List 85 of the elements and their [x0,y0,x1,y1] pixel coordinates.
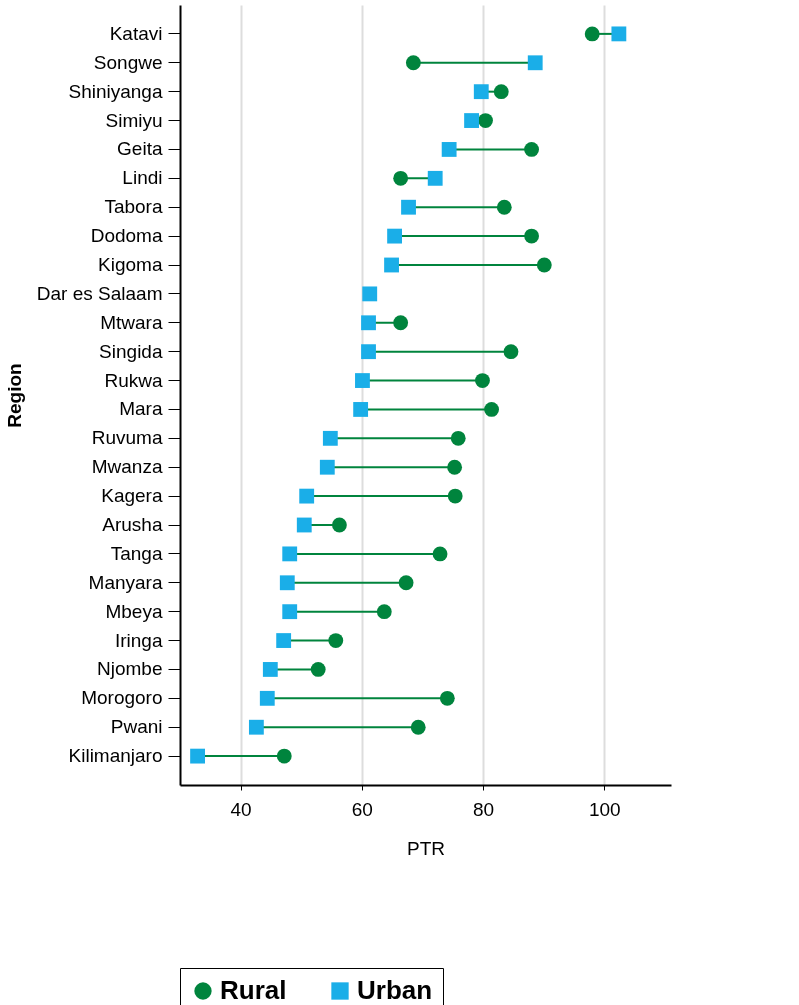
x-tick-label: 40 [230,798,252,820]
point [393,315,409,331]
point [441,142,457,157]
point [427,170,443,186]
point [464,113,479,128]
point [259,690,275,706]
point [536,257,552,273]
point [432,546,448,562]
point [473,84,489,100]
y-tick-label: Rukwa [104,369,163,391]
y-tick-label: Njombe [97,658,163,680]
point [524,142,539,157]
point [282,604,298,620]
point [262,662,278,677]
y-tick-label: Arusha [102,514,163,535]
y-tick-label: Katavi [109,22,163,44]
legend-label: Rural [220,975,287,1005]
x-tick-label: 100 [588,798,621,820]
y-tick-label: Mara [119,398,163,420]
point [355,373,370,388]
y-tick-label: Shiniyanga [68,80,163,102]
point [299,488,315,504]
legend-label: Urban [357,975,433,1005]
y-tick-label: Ruvuma [91,427,163,449]
point [527,55,543,71]
x-axis-title: PTR [407,837,445,859]
y-tick-label: Iringa [114,629,163,651]
point [524,228,539,244]
point [276,633,292,648]
point [248,719,264,735]
point [296,517,312,533]
y-tick-label: Mbeya [105,600,163,622]
point [332,517,347,533]
point [276,748,292,764]
y-tick-label: Songwe [93,51,163,73]
x-tick-label: 80 [473,798,495,820]
point [401,199,416,215]
point [310,662,326,677]
point [496,199,512,215]
point [611,26,627,42]
point [393,170,409,186]
point [405,55,421,71]
point [279,575,295,591]
point [353,402,369,417]
point [493,84,509,100]
y-tick-label: Tabora [104,196,163,218]
point [319,459,335,475]
point [439,690,455,706]
y-tick-label: Kagera [101,485,163,507]
y-tick-label: Dodoma [90,225,163,247]
point [447,459,463,475]
point [484,402,499,417]
y-axis-title: Region [3,363,25,428]
point [447,488,463,504]
y-tick-label: Tanga [110,542,163,564]
point [387,228,402,244]
y-tick-label: Mtwara [100,311,163,333]
point [503,344,519,360]
y-tick-label: Kilimanjaro [68,745,163,767]
y-tick-label: Geita [117,138,163,160]
y-tick-label: Simiyu [105,109,163,131]
y-tick-label: Lindi [122,167,163,189]
y-tick-label: Manyara [88,571,163,593]
point [361,315,376,331]
point [282,546,298,562]
point [384,257,399,273]
point [376,604,392,620]
point [584,26,600,42]
point [450,430,466,446]
y-tick-label: Kigoma [98,254,163,275]
point [361,344,376,360]
y-tick-label: Dar es Salaam [36,282,163,304]
y-tick-label: Singida [99,340,163,362]
point [475,373,490,388]
point [410,719,426,735]
x-tick-label: 60 [351,798,373,820]
y-tick-label: Morogoro [81,687,163,709]
y-tick-label: Mwanza [91,456,163,478]
point [190,748,205,764]
point [328,633,344,648]
point [322,430,338,446]
point [398,575,414,591]
point [478,113,493,128]
y-tick-label: Pwani [110,716,163,738]
point [362,286,378,302]
